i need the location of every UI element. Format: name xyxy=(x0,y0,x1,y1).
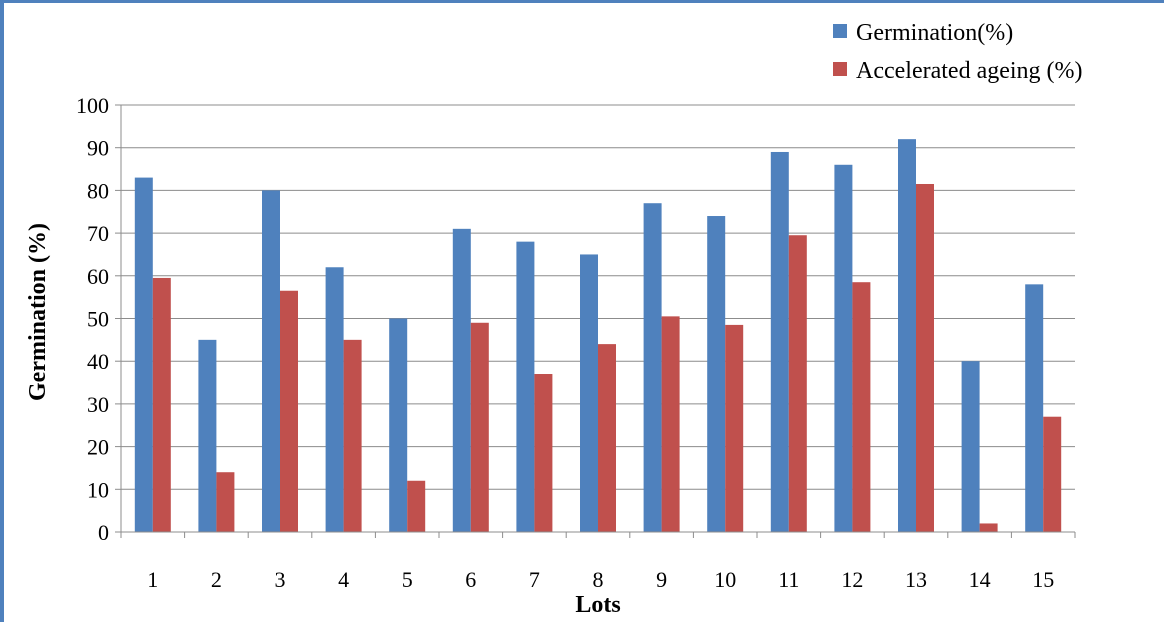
bar-accelerated-ageing xyxy=(661,316,680,532)
bar-germination xyxy=(707,216,726,532)
x-tick-label: 2 xyxy=(211,567,222,592)
y-axis-title: Germination (%) xyxy=(25,223,51,401)
legend-label-germination: Germination(%) xyxy=(856,20,1013,46)
bar-accelerated-ageing xyxy=(788,235,807,533)
y-tick-label: 30 xyxy=(87,392,109,417)
y-tick-label: 40 xyxy=(87,349,109,374)
x-tick-label: 6 xyxy=(465,567,476,592)
y-tick-label: 80 xyxy=(87,178,109,203)
bar-germination xyxy=(770,151,789,532)
bar-accelerated-ageing xyxy=(280,290,298,532)
y-tick-label: 90 xyxy=(87,136,109,161)
x-tick-label: 8 xyxy=(593,567,604,592)
bar-germination xyxy=(198,339,217,532)
y-tick-labels: 0 10 20 30 40 50 60 70 80 90 100 xyxy=(76,93,109,545)
y-tick-label: 100 xyxy=(76,93,109,118)
bars xyxy=(134,139,1062,533)
bar-germination xyxy=(643,203,662,532)
y-tick-label: 0 xyxy=(98,520,109,545)
legend: Germination(%) Accelerated ageing (%) xyxy=(833,20,1083,84)
y-tick-label: 10 xyxy=(87,477,109,502)
legend-swatch-germination xyxy=(833,24,847,38)
bar-accelerated-ageing xyxy=(598,344,616,532)
bar-germination xyxy=(452,228,471,532)
bar-accelerated-ageing xyxy=(216,472,235,532)
y-tick-label: 20 xyxy=(87,435,109,460)
bar-accelerated-ageing xyxy=(407,480,426,532)
x-tick-label: 14 xyxy=(969,567,991,592)
x-tick-label: 4 xyxy=(338,567,349,592)
x-tick-label: 12 xyxy=(841,567,863,592)
x-tick-label: 13 xyxy=(905,567,927,592)
bar-germination xyxy=(1025,284,1044,532)
bar-germination xyxy=(516,241,535,532)
x-tick-label: 5 xyxy=(402,567,413,592)
legend-label-accelerated-ageing: Accelerated ageing (%) xyxy=(856,58,1083,84)
y-tick-label: 50 xyxy=(87,307,109,332)
bar-germination xyxy=(834,164,853,532)
x-tick-label: 15 xyxy=(1032,567,1054,592)
bar-accelerated-ageing xyxy=(343,339,362,532)
x-axis-title: Lots xyxy=(575,592,620,618)
bar-accelerated-ageing xyxy=(534,374,553,532)
x-tick-label: 10 xyxy=(714,567,736,592)
x-tick-labels: 1 2 3 4 5 6 7 8 9 10 11 12 13 14 15 xyxy=(147,567,1054,592)
bar-accelerated-ageing xyxy=(852,282,871,532)
x-tick-label: 11 xyxy=(778,567,799,592)
bar-accelerated-ageing xyxy=(152,277,171,532)
bar-germination xyxy=(961,361,980,532)
bar-accelerated-ageing xyxy=(470,322,489,532)
bar-accelerated-ageing xyxy=(725,324,744,532)
bar-germination xyxy=(580,254,598,532)
y-tick-label: 70 xyxy=(87,221,109,246)
bar-germination xyxy=(262,190,280,532)
x-tick-label: 3 xyxy=(275,567,286,592)
bar-accelerated-ageing xyxy=(979,523,998,532)
x-tick-label: 1 xyxy=(147,567,158,592)
bar-accelerated-ageing xyxy=(1043,416,1062,532)
bar-accelerated-ageing xyxy=(916,183,934,532)
x-tick-label: 7 xyxy=(529,567,540,592)
bar-germination xyxy=(325,267,344,532)
bar-germination xyxy=(898,139,916,532)
bar-germination xyxy=(134,177,153,532)
bar-germination xyxy=(389,318,408,532)
x-tick-label: 9 xyxy=(656,567,667,592)
y-tick-label: 60 xyxy=(87,264,109,289)
axes xyxy=(115,104,1076,538)
legend-swatch-accelerated-ageing xyxy=(833,62,847,76)
